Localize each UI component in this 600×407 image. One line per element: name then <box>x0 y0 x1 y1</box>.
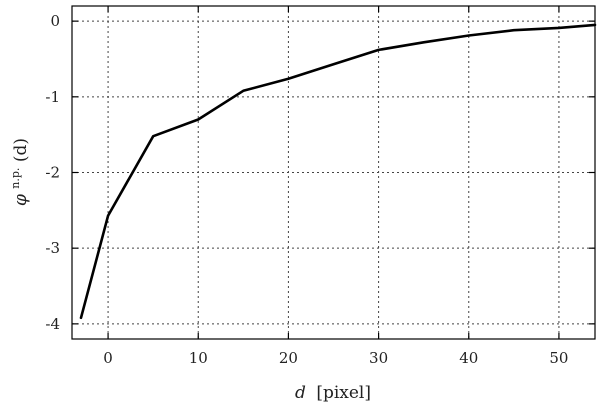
y-axis-argument: (d) <box>11 138 31 162</box>
y-tick-label: -1 <box>45 88 60 106</box>
y-tick-label: -3 <box>45 239 60 257</box>
x-tick-label: 40 <box>459 349 478 367</box>
x-axis-label: d [pixel] <box>295 383 371 403</box>
y-tick-label: -2 <box>45 164 60 182</box>
grid <box>72 6 595 339</box>
x-tick-label: 10 <box>189 349 208 367</box>
tick-labels: 0 10 20 30 40 50 0 -1 -2 -3 -4 <box>45 12 568 367</box>
x-tick-label: 0 <box>103 349 113 367</box>
y-axis-symbol: φ <box>11 194 31 206</box>
plot-frame <box>71 5 596 340</box>
x-axis-variable: d <box>295 383 306 403</box>
series-group <box>79 23 597 320</box>
x-tick-label: 30 <box>369 349 388 367</box>
x-tick-label: 50 <box>549 349 568 367</box>
y-tick-label: 0 <box>50 12 60 30</box>
ticks <box>72 6 595 339</box>
y-axis-superscript: n.p. <box>9 168 22 189</box>
x-tick-label: 20 <box>279 349 298 367</box>
y-axis-label: φ n.p. (d) <box>4 138 31 206</box>
y-tick-label: -4 <box>45 315 60 333</box>
x-axis-unit: [pixel] <box>316 383 371 403</box>
series-line <box>79 23 597 320</box>
